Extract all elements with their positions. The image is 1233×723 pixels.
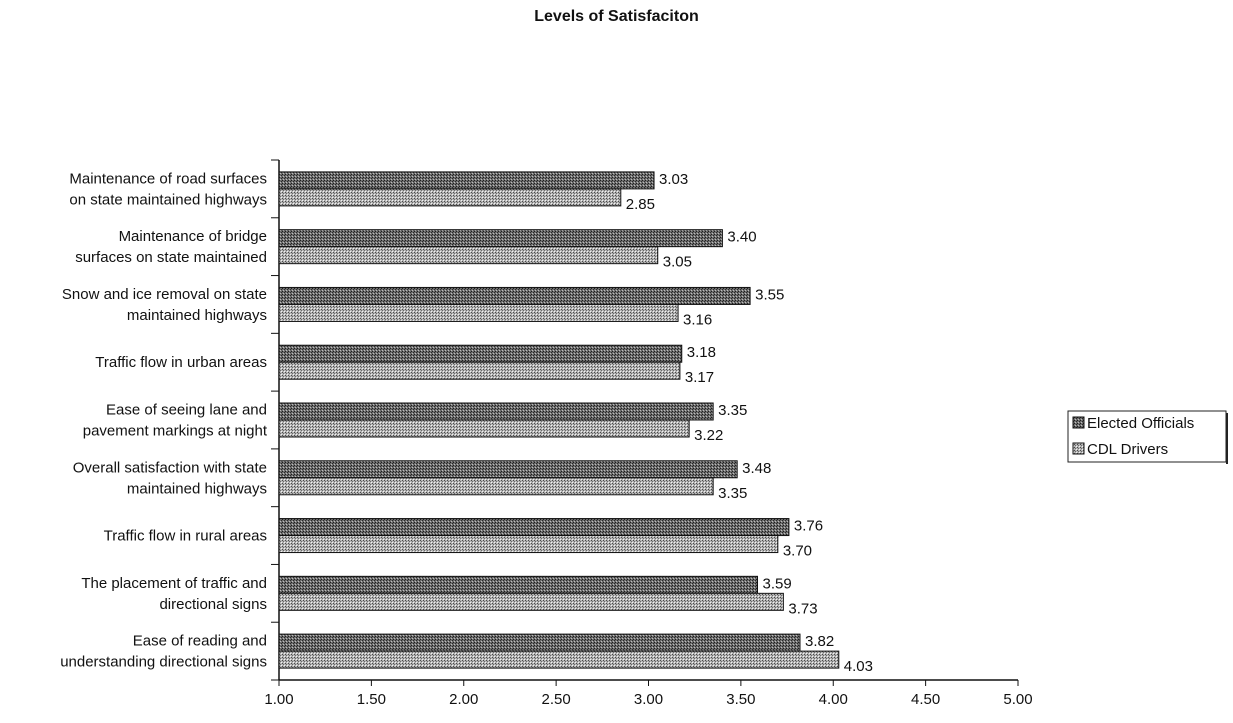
legend-shadow-right: [1226, 413, 1228, 464]
category-label: Snow and ice removal on state: [62, 286, 267, 303]
value-label-cdl-drivers: 3.70: [783, 543, 812, 560]
bar-elected-officials: [278, 171, 655, 190]
bars: [278, 171, 840, 669]
bar-elected-officials: [278, 344, 683, 363]
bar-cdl-drivers: [278, 419, 690, 438]
category-label: surfaces on state maintained: [75, 249, 267, 266]
bar-cdl-drivers: [278, 246, 659, 265]
bar-cdl-drivers: [278, 535, 779, 554]
bar-cdl-drivers: [278, 592, 784, 611]
bar-cdl-drivers: [278, 303, 679, 322]
bar-elected-officials: [278, 518, 790, 537]
value-label-cdl-drivers: 3.16: [683, 311, 712, 328]
value-label-elected-officials: 3.18: [687, 344, 716, 361]
value-label-cdl-drivers: 2.85: [626, 196, 655, 213]
legend-label-cdl-drivers: CDL Drivers: [1087, 441, 1168, 458]
category-label: understanding directional signs: [60, 654, 267, 671]
value-label-cdl-drivers: 3.22: [694, 427, 723, 444]
legend-label-elected-officials: Elected Officials: [1087, 415, 1194, 432]
legend: Elected Officials CDL Drivers: [1067, 410, 1228, 464]
bar-elected-officials: [278, 402, 714, 421]
category-label: Traffic flow in urban areas: [95, 354, 267, 371]
value-label-cdl-drivers: 3.35: [718, 485, 747, 502]
category-label: Traffic flow in rural areas: [104, 528, 267, 545]
bar-cdl-drivers: [278, 188, 622, 207]
x-tick-label: 4.50: [911, 691, 940, 708]
value-label-cdl-drivers: 3.73: [788, 600, 817, 617]
value-label-elected-officials: 3.59: [763, 575, 792, 592]
category-label: pavement markings at night: [83, 423, 268, 440]
category-label: Maintenance of road surfaces: [69, 170, 267, 187]
category-label: on state maintained highways: [69, 191, 267, 208]
x-tick-label: 4.00: [819, 691, 848, 708]
x-tick-label: 2.50: [542, 691, 571, 708]
value-label-cdl-drivers: 4.03: [844, 658, 873, 675]
x-tick-label: 2.00: [449, 691, 478, 708]
legend-frame: [1067, 410, 1227, 463]
x-tick-label: 1.50: [357, 691, 386, 708]
category-label: Ease of seeing lane and: [106, 402, 267, 419]
x-tick-label: 1.00: [264, 691, 293, 708]
bar-cdl-drivers: [278, 650, 840, 669]
chart-title: Levels of Satisfaciton: [534, 8, 699, 25]
category-label: Overall satisfaction with state: [73, 459, 267, 476]
bar-elected-officials: [278, 229, 723, 248]
labels: 1.00 1.50 2.00 2.50 3.00 3.50 4.00 4.50 5.00 Main…: [60, 170, 1032, 708]
bar-elected-officials: [278, 575, 759, 594]
bar-elected-officials: [278, 460, 738, 479]
category-label: maintained highways: [127, 480, 267, 497]
value-label-elected-officials: 3.35: [718, 402, 747, 419]
bar-elected-officials: [278, 286, 751, 305]
value-label-cdl-drivers: 3.05: [663, 254, 692, 271]
value-label-elected-officials: 3.03: [659, 171, 688, 188]
x-tick-label: 5.00: [1003, 691, 1032, 708]
bar-elected-officials: [278, 633, 801, 652]
value-label-elected-officials: 3.40: [727, 229, 756, 246]
x-tick-label: 3.00: [634, 691, 663, 708]
value-label-elected-officials: 3.55: [755, 286, 784, 303]
category-label: The placement of traffic and: [81, 575, 267, 592]
value-label-elected-officials: 3.82: [805, 633, 834, 650]
value-label-elected-officials: 3.76: [794, 518, 823, 535]
category-label: maintained highways: [127, 307, 267, 324]
category-label: Ease of reading and: [133, 633, 267, 650]
value-label-cdl-drivers: 3.17: [685, 369, 714, 386]
legend-swatch-elected-officials: [1072, 416, 1085, 429]
bar-cdl-drivers: [278, 477, 714, 496]
category-label: directional signs: [159, 596, 267, 613]
value-label-elected-officials: 3.48: [742, 460, 771, 477]
x-tick-label: 3.50: [726, 691, 755, 708]
category-label: Maintenance of bridge: [119, 228, 267, 245]
legend-swatch-cdl-drivers: [1072, 442, 1085, 455]
bar-cdl-drivers: [278, 361, 681, 380]
